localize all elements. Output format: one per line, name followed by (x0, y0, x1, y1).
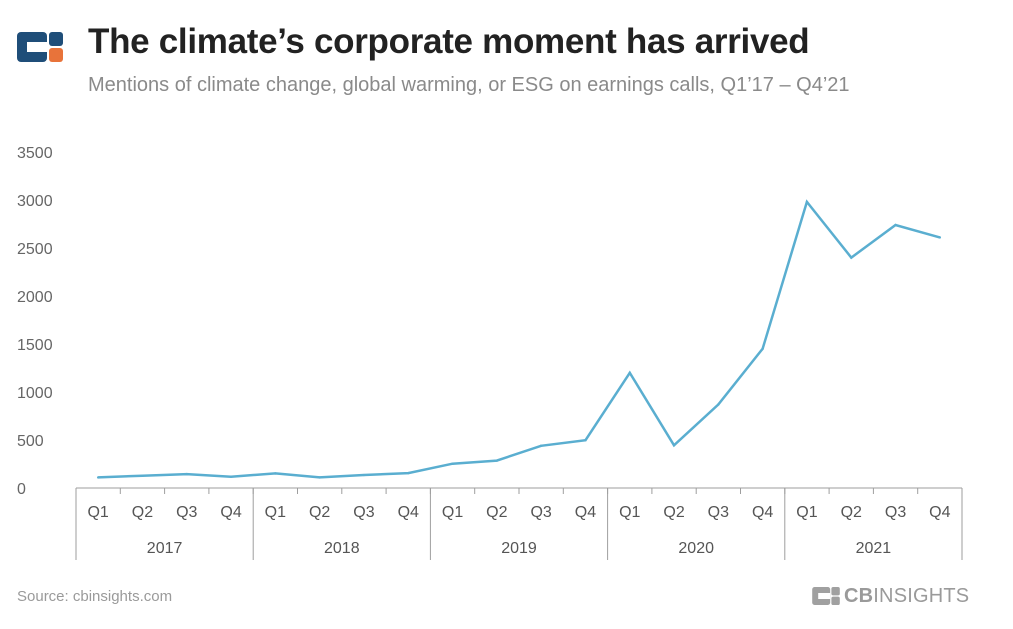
y-tick-label: 2500 (17, 241, 53, 258)
y-tick-label: 1000 (17, 385, 53, 402)
y-tick-label: 500 (17, 433, 44, 450)
data-point (362, 473, 366, 477)
year-label: 2020 (678, 540, 714, 557)
data-point (318, 476, 321, 479)
data-point (584, 438, 587, 442)
source-note: Source: cbinsights.com (17, 588, 173, 605)
x-tick-label: Q4 (220, 504, 241, 521)
x-tick-label: Q3 (353, 504, 374, 521)
data-point (274, 472, 277, 475)
x-tick-label: Q1 (796, 504, 817, 521)
cb-insights-logo-icon (17, 32, 63, 62)
data-point (539, 444, 543, 447)
x-tick-label: Q3 (885, 504, 906, 521)
x-tick-label: Q3 (176, 504, 197, 521)
data-point (761, 347, 764, 350)
year-label: 2018 (324, 540, 360, 557)
x-tick-label: Q1 (87, 504, 108, 521)
data-point (938, 236, 942, 239)
x-tick-label: Q4 (752, 504, 773, 521)
x-tick-label: Q1 (619, 504, 640, 521)
brand-logo-icon (812, 587, 840, 605)
data-point (850, 256, 853, 259)
x-tick-label: Q2 (841, 504, 862, 521)
y-tick-label: 1500 (17, 337, 53, 354)
brand-bold: CB (844, 584, 874, 607)
data-point (141, 474, 144, 477)
year-label: 2019 (501, 540, 537, 557)
x-tick-label: Q3 (530, 504, 551, 521)
year-label: 2017 (147, 540, 183, 557)
x-tick-label: Q2 (309, 504, 330, 521)
x-tick-label: Q2 (663, 504, 684, 521)
y-tick-label: 3000 (17, 193, 53, 210)
data-point (894, 223, 897, 227)
logo-bottom-right-block (49, 48, 63, 62)
y-tick-label: 2000 (17, 289, 53, 306)
data-point (628, 371, 631, 374)
x-tick-label: Q4 (929, 504, 950, 521)
y-tick-label: 0 (17, 481, 26, 498)
x-tick-label: Q1 (442, 504, 463, 521)
brand-wordmark: CBINSIGHTS (812, 584, 969, 608)
x-tick-label: Q4 (575, 504, 596, 521)
data-point (96, 476, 100, 479)
series-line (98, 199, 941, 479)
year-label: 2021 (856, 540, 892, 557)
data-point (451, 462, 454, 465)
data-point (407, 471, 410, 475)
x-tick-label: Q2 (486, 504, 507, 521)
brand-rest: INSIGHTS (873, 584, 970, 607)
data-point (229, 475, 233, 478)
y-tick-label: 3500 (17, 145, 53, 162)
page-subtitle: Mentions of climate change, global warmi… (88, 74, 850, 96)
data-point (805, 200, 809, 204)
x-tick-label: Q1 (265, 504, 286, 521)
page-title: The climate’s corporate moment has arriv… (88, 22, 810, 61)
data-point (717, 403, 720, 406)
logo-top-right-block (49, 32, 63, 46)
x-tick-label: Q3 (708, 504, 729, 521)
x-tick-label: Q2 (132, 504, 153, 521)
data-point (672, 444, 676, 447)
x-tick-label: Q4 (398, 504, 419, 521)
data-point (185, 472, 188, 476)
data-point (495, 459, 499, 462)
